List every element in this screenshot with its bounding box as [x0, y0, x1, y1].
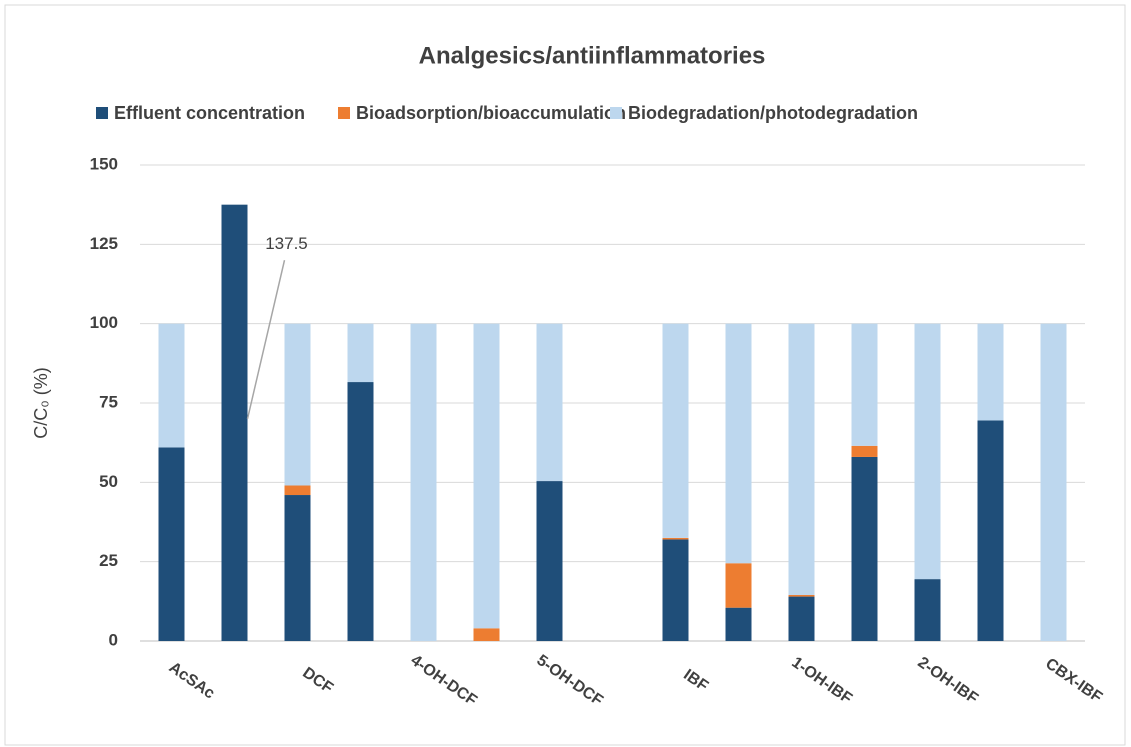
y-tick-label: 125: [90, 234, 118, 253]
bar-segment: [284, 485, 311, 496]
bar-segment: [788, 594, 815, 597]
bar-segment: [536, 481, 563, 641]
bar-segment: [662, 323, 689, 538]
bar-segment: [725, 563, 752, 608]
bar-segment: [977, 323, 1004, 421]
bar-segment: [221, 204, 248, 641]
y-tick-label: 75: [99, 392, 118, 411]
bar-segment: [1040, 323, 1067, 641]
bar-segment: [284, 323, 311, 486]
bar-segment: [473, 323, 500, 629]
bar-segment: [725, 607, 752, 641]
legend-swatch: [610, 107, 622, 119]
bar-segment: [536, 323, 563, 482]
leader-line: [246, 260, 286, 420]
legend-label: Bioadsorption/bioaccumulation: [356, 103, 626, 123]
bar-segment: [662, 539, 689, 641]
bar-segment: [851, 323, 878, 446]
bar-segment: [662, 537, 689, 540]
bar-segment: [158, 323, 185, 448]
bar-segment: [851, 445, 878, 457]
bar-segment: [788, 596, 815, 641]
bar-segment: [410, 323, 437, 641]
bar-segment: [284, 495, 311, 641]
bar-segment: [347, 323, 374, 383]
bar-segment: [977, 420, 1004, 641]
y-tick-label: 0: [109, 630, 118, 649]
y-tick-label: 25: [99, 551, 118, 570]
bar-segment: [158, 447, 185, 641]
bar-segment: [347, 382, 374, 641]
y-tick-label: 150: [90, 154, 118, 173]
bar-segment: [473, 628, 500, 641]
legend-swatch: [96, 107, 108, 119]
legend-label: Biodegradation/photodegradation: [628, 103, 918, 123]
y-axis-label: C/C₀ (%): [31, 367, 51, 438]
chart-title: Analgesics/antiinflammatories: [419, 42, 766, 69]
y-tick-label: 100: [90, 313, 118, 332]
data-label: 137.5: [265, 234, 308, 253]
legend-label: Effluent concentration: [114, 103, 305, 123]
y-tick-label: 50: [99, 472, 118, 491]
bar-segment: [725, 323, 752, 564]
bar-segment: [851, 456, 878, 641]
bar-segment: [914, 323, 941, 580]
bar-segment: [914, 579, 941, 641]
legend-swatch: [338, 107, 350, 119]
bar-segment: [788, 323, 815, 595]
